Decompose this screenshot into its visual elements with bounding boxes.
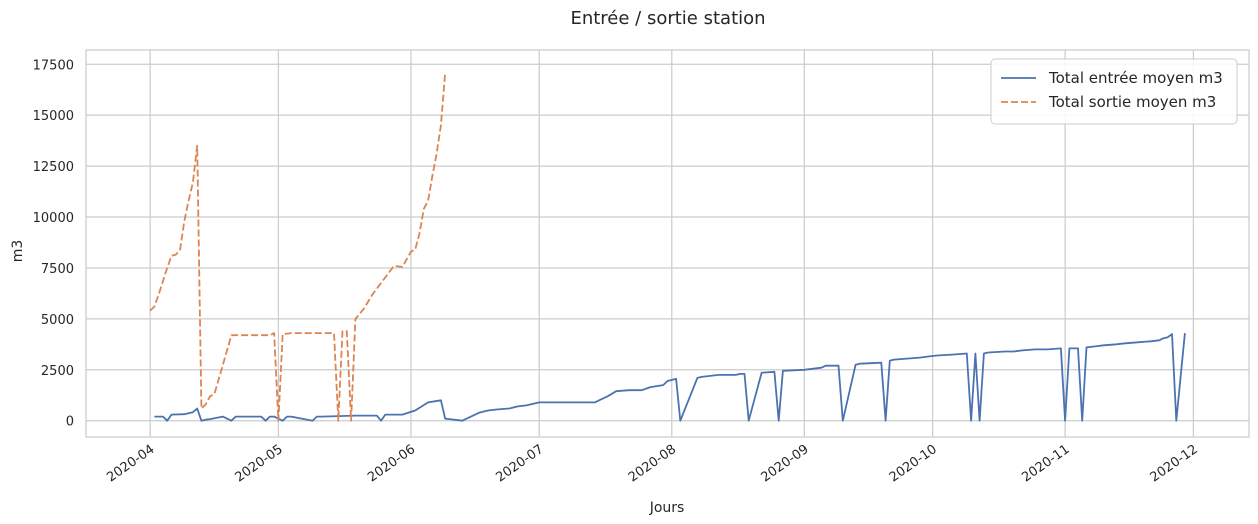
x-tick-label: 2020-07: [493, 442, 546, 485]
y-tick-label: 17500: [33, 58, 74, 73]
legend-label: Total entrée moyen m3: [1048, 69, 1223, 87]
legend-label: Total sortie moyen m3: [1048, 93, 1216, 111]
y-tick-label: 0: [66, 415, 74, 430]
x-tick-label: 2020-11: [1019, 442, 1072, 485]
x-tick-label: 2020-09: [759, 442, 812, 485]
y-axis-ticks: 0 2500 5000 7500 10000 12500 15000 17500: [33, 58, 74, 429]
y-tick-label: 12500: [33, 160, 74, 175]
x-tick-label: 2020-06: [365, 442, 418, 485]
series-line: [149, 72, 447, 422]
legend-box: [990, 58, 1238, 125]
x-axis-label: Jours: [649, 500, 685, 516]
x-tick-label: 2020-05: [233, 442, 286, 485]
chart-title: Entrée / sortie station: [570, 8, 765, 29]
y-tick-label: 7500: [41, 262, 74, 277]
series-lines: [149, 72, 1186, 422]
series-line: [154, 333, 1186, 422]
x-axis-ticks: 2020-04 2020-05 2020-06 2020-07 2020-08 2020-…: [104, 442, 1200, 485]
y-axis-label: m3: [10, 240, 26, 263]
grid: [86, 50, 1249, 437]
y-tick-label: 2500: [41, 364, 74, 379]
plot-area-frame: [85, 49, 1250, 438]
x-tick-label: 2020-10: [887, 442, 940, 485]
legend: Total entrée moyen m3 Total sortie moyen …: [990, 58, 1238, 125]
y-tick-label: 15000: [33, 109, 74, 124]
y-tick-label: 10000: [33, 211, 74, 226]
x-tick-label: 2020-12: [1148, 442, 1201, 485]
x-tick-label: 2020-08: [626, 442, 679, 485]
y-tick-label: 5000: [41, 313, 74, 328]
x-tick-label: 2020-04: [104, 442, 157, 485]
